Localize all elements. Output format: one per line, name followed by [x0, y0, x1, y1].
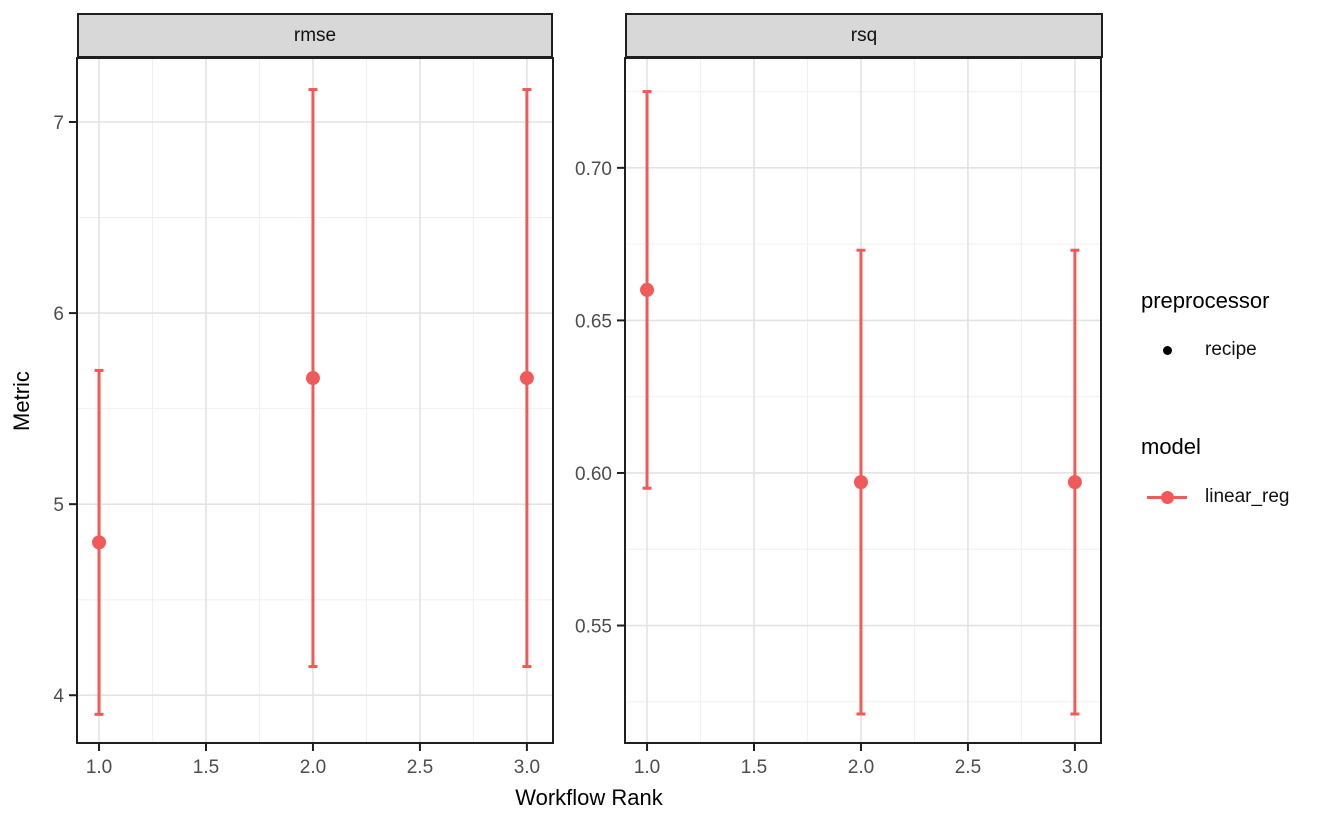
facet-strip-label: rmse: [293, 24, 337, 46]
panel-background: [625, 58, 1101, 743]
facet-strip-rmse: rmse: [77, 13, 553, 58]
facet-panel-rsq: 1.0 1.5 2.0 2.5 3.0 0.55 0.60 0.65 0.70: [575, 57, 1102, 778]
x-tick-label: 1.0: [86, 757, 112, 778]
y-axis-title: Metric: [9, 371, 34, 431]
legend-title-preprocessor: preprocessor: [1141, 288, 1270, 313]
black-dot-icon: [1141, 336, 1193, 364]
facet-strip-label: rsq: [850, 24, 878, 46]
data-point: [853, 475, 868, 490]
x-tick-label: 2.5: [955, 757, 981, 778]
x-axis-title: Workflow Rank: [515, 785, 663, 810]
x-tick-label: 1.0: [634, 757, 660, 778]
y-tick-label: 0.60: [575, 464, 612, 485]
panel-background: [77, 58, 553, 743]
x-tick-label: 1.5: [193, 757, 219, 778]
x-tick-label: 3.0: [1062, 757, 1088, 778]
x-tick-label: 3.0: [514, 757, 540, 778]
panel-border: [624, 57, 1102, 744]
y-tick-label: 0.70: [575, 159, 612, 180]
legend-title-model: model: [1141, 434, 1201, 459]
facet-panel-rmse: 1.0 1.5 2.0 2.5 3.0 4 5 6 7: [53, 57, 554, 778]
y-tick-label: 7: [53, 113, 64, 134]
data-point: [519, 371, 534, 386]
x-tick-label: 2.0: [848, 757, 874, 778]
y-tick-label: 0.65: [575, 311, 612, 332]
x-tick-label: 2.5: [407, 757, 433, 778]
legend-label: recipe: [1205, 339, 1257, 360]
y-tick-label: 5: [53, 495, 64, 516]
legend-entry-linear-reg: linear_reg: [1141, 483, 1290, 511]
y-tick-label: 0.55: [575, 617, 612, 638]
facet-strip-rsq: rsq: [625, 13, 1103, 58]
legend-entry-recipe: recipe: [1141, 336, 1257, 364]
red-line-dot-icon: [1147, 483, 1187, 511]
panel-border: [76, 57, 554, 744]
data-point: [640, 282, 655, 297]
data-point: [92, 535, 107, 550]
data-point: [305, 371, 320, 386]
y-tick-label: 6: [53, 304, 64, 325]
legend-label: linear_reg: [1205, 486, 1290, 507]
y-tick-label: 4: [53, 686, 64, 707]
x-tick-label: 1.5: [741, 757, 767, 778]
data-point: [1067, 475, 1082, 490]
x-tick-label: 2.0: [300, 757, 326, 778]
